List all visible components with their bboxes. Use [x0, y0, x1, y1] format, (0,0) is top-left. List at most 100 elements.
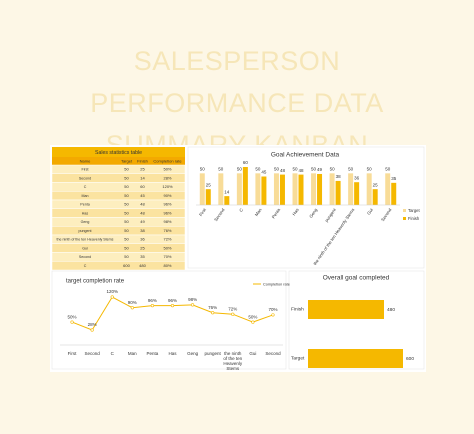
point-label: 90% — [128, 300, 137, 305]
legend-swatch — [403, 209, 406, 212]
table-cell: 70% — [163, 254, 171, 259]
table-cell: 50 — [124, 210, 129, 215]
x-tick-label-box: Man — [127, 351, 137, 356]
x-tick-label: Gui — [366, 207, 374, 215]
x-tick-label-box: the ninth of the ten Heavenly Stems — [223, 351, 243, 371]
bar — [311, 173, 317, 205]
table-cell: 60 — [140, 184, 145, 189]
bar — [348, 173, 354, 205]
x-tick-label: pungent — [204, 351, 221, 356]
table-cell: 90% — [163, 193, 171, 198]
bar — [242, 167, 248, 205]
bar-value-label: 50 — [218, 167, 224, 172]
chart-title: Goal Achievement Data — [271, 152, 340, 159]
table-cell: C — [84, 185, 87, 189]
table-header: Finish — [137, 158, 148, 163]
x-tick-label-box: Geng — [187, 351, 199, 356]
table-cell: 50 — [124, 245, 129, 250]
table-cell: 49 — [140, 219, 145, 224]
bar-panel — [187, 146, 425, 269]
table-cell: Geng — [81, 220, 90, 224]
x-tick-label-box: pungent — [204, 351, 221, 356]
point-label: 28% — [88, 322, 97, 327]
x-tick-label: Man — [127, 351, 137, 356]
table-cell: 50% — [163, 167, 171, 172]
bar-value-label: 48 — [298, 168, 304, 173]
legend-label: Finish — [408, 216, 420, 221]
table-cell: C — [84, 264, 87, 268]
bar-value-label: 25 — [373, 182, 379, 187]
table-cell: 25 — [140, 167, 145, 172]
bar — [317, 173, 323, 205]
bar — [335, 180, 341, 205]
table-header: Completion rate — [153, 158, 182, 163]
bar-value-label: 50 — [367, 167, 373, 172]
bar — [255, 173, 261, 205]
y-tick-label: Target — [291, 355, 305, 361]
legend-label: Completion rate — [263, 282, 290, 286]
bar — [279, 174, 285, 205]
x-tick-label: Geng — [187, 351, 199, 356]
line-point — [150, 304, 155, 308]
bar-value-label: 50 — [292, 167, 298, 172]
bar — [273, 173, 279, 205]
point-label: 120% — [106, 289, 118, 294]
x-tick-label: C — [238, 207, 244, 212]
line-point — [110, 295, 114, 299]
table-title: Sales statistics table — [95, 150, 142, 156]
x-tick-label: Penta — [146, 351, 159, 356]
bar-value-label: 36 — [354, 175, 360, 180]
x-tick-label: First — [67, 351, 77, 356]
bar-value-label: 50 — [330, 167, 336, 172]
hbar-panel — [288, 270, 425, 370]
table-title-bg — [52, 147, 185, 157]
x-tick-label: Gui — [249, 351, 257, 356]
x-tick-label: the ninth of the ten Heavenly Stems — [223, 351, 243, 371]
bar — [329, 173, 335, 205]
chart-title: Overall goal completed — [323, 275, 390, 282]
bar — [261, 176, 267, 205]
x-tick-label: Penta — [271, 207, 282, 220]
table-cell: 50 — [124, 254, 129, 259]
point-label: 72% — [228, 306, 237, 311]
table-cell: 120% — [162, 184, 173, 189]
table-row-bg — [51, 261, 186, 271]
table-cell: 50% — [163, 245, 171, 250]
bar-value-label: 14 — [224, 189, 230, 194]
bar — [292, 173, 298, 205]
bar — [298, 174, 304, 205]
bar-value-label: 50 — [348, 167, 354, 172]
x-tick-label-box: C — [110, 351, 114, 356]
x-tick-label-box: Penta — [146, 351, 159, 356]
bar-value-label: 25 — [206, 182, 212, 187]
table-cell: 50 — [124, 219, 129, 224]
table-cell: the ninth of the ten Heavenly Stems — [57, 238, 114, 242]
x-tick-label: Geng — [308, 207, 318, 219]
bar — [224, 196, 230, 205]
table-cell: 96% — [163, 210, 171, 215]
bar-value-label: 50 — [200, 167, 206, 172]
bar — [385, 173, 391, 205]
bar-value-label: 49 — [317, 167, 323, 172]
table-cell: Second — [79, 176, 91, 180]
table-cell: 80% — [163, 263, 171, 268]
point-label: 50% — [68, 314, 77, 319]
x-tick-label: C — [110, 351, 114, 356]
table-cell: 480 — [139, 263, 146, 268]
bar — [236, 173, 242, 205]
table-cell: 36 — [140, 237, 145, 242]
table-cell: 25 — [140, 245, 145, 250]
bar — [199, 173, 205, 205]
bar-value-label: 50 — [255, 167, 261, 172]
table-cell: 96% — [163, 202, 171, 207]
bar-value-label: 50 — [311, 167, 317, 172]
table-cell: 98% — [163, 219, 171, 224]
x-tick-label-box: Has — [168, 351, 176, 356]
line-point — [190, 303, 195, 307]
table-cell: Second — [79, 255, 91, 259]
table-cell: Has — [82, 211, 89, 215]
point-label: 70% — [268, 307, 277, 312]
bar-value-label: 45 — [261, 170, 267, 175]
table-cell: 600 — [123, 263, 130, 268]
